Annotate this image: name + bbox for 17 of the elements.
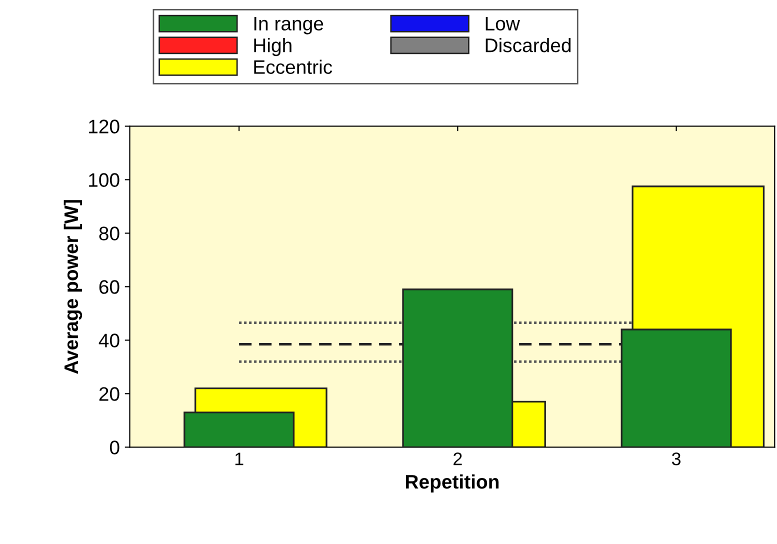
y-tick-label: 60 — [99, 280, 120, 294]
y-axis-title: Average power [W] — [64, 200, 82, 374]
legend-label: High — [254, 38, 292, 56]
x-tick-label: 2 — [454, 452, 462, 466]
y-tick-label: 120 — [89, 120, 120, 134]
x-tick-label: 3 — [672, 452, 681, 466]
legend-label: Low — [486, 16, 520, 31]
y-tick-label: 80 — [99, 226, 120, 240]
legend-label: Discarded — [486, 38, 571, 52]
x-tick-label: 1 — [235, 452, 244, 466]
x-axis-title: Repetition — [406, 474, 499, 493]
legend-label: In range — [254, 16, 324, 34]
legend-label: Eccentric — [254, 60, 332, 74]
y-tick-label: 40 — [98, 334, 120, 348]
y-tick-label: 0 — [110, 440, 120, 454]
y-tick-label: 20 — [99, 387, 120, 401]
y-tick-label: 100 — [89, 173, 120, 187]
